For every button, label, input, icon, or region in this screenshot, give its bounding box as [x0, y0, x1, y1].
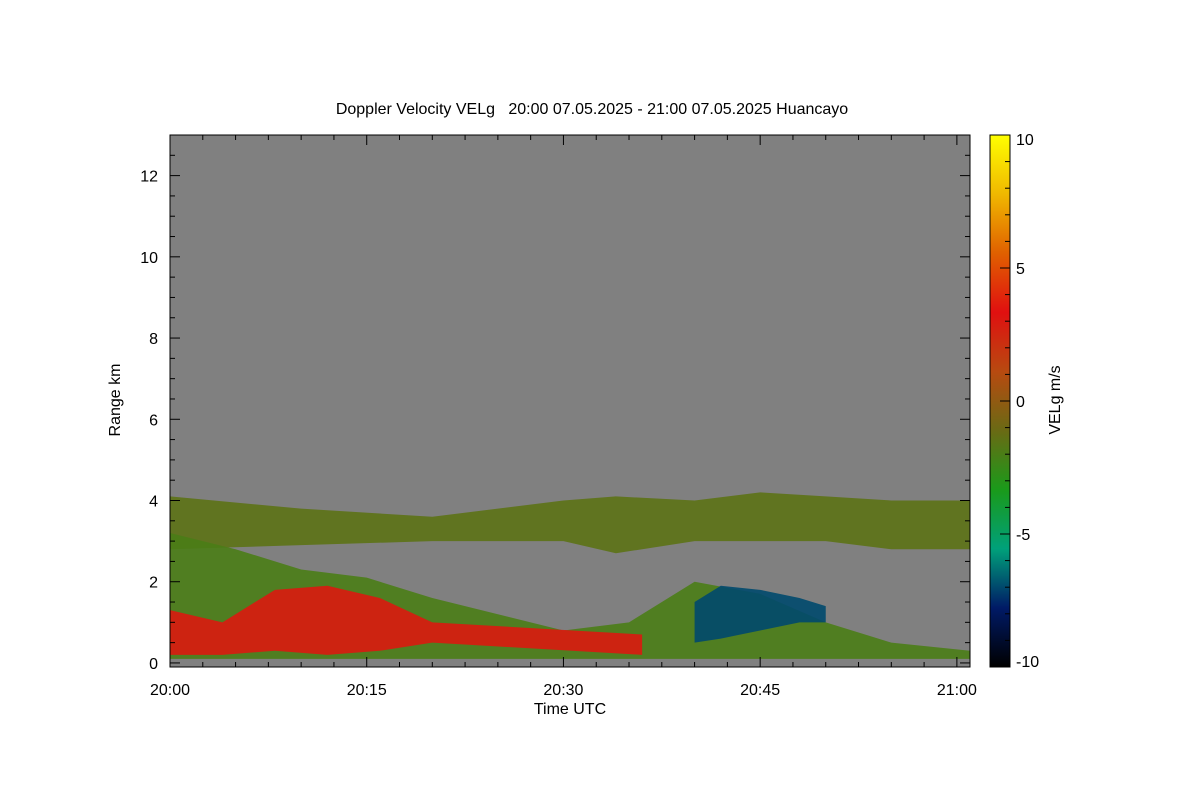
y-tick-label: 0: [149, 656, 158, 673]
x-tick-label: 20:00: [150, 682, 190, 699]
colorbar-tick-label: 10: [1016, 132, 1034, 149]
x-axis-label: Time UTC: [534, 701, 606, 718]
chart-title: Doppler Velocity VELg 20:00 07.05.2025 -…: [336, 101, 848, 118]
x-tick-label: 21:00: [937, 682, 977, 699]
y-tick-label: 4: [149, 493, 158, 510]
y-tick-label: 2: [149, 575, 158, 592]
colorbar-tick-label: 5: [1016, 261, 1025, 278]
y-tick-label: 8: [149, 331, 158, 348]
x-tick-label: 20:45: [740, 682, 780, 699]
layer-updraft: [170, 585, 643, 655]
y-tick-label: 6: [149, 412, 158, 429]
colorbar-tick-label: -5: [1016, 527, 1030, 544]
layer-downdraft: [694, 585, 826, 643]
y-axis: 0 2 4 6 8 10 12: [140, 134, 970, 673]
x-tick-label: 20:15: [347, 682, 387, 699]
y-axis-label: Range km: [107, 364, 124, 437]
colorbar-axis: 10 5 0 -5 -10: [1000, 132, 1039, 671]
y-tick-label: 12: [140, 169, 158, 186]
colorbar-tick-label: 0: [1016, 394, 1025, 411]
x-axis: 20:00 20:15 20:30 20:45 21:00: [150, 135, 977, 699]
x-tick-label: 20:30: [543, 682, 583, 699]
velocity-field: [170, 492, 970, 659]
layer-cloud-layer-top: [170, 492, 970, 554]
plot-frame: [169, 134, 971, 668]
colorbar-tick-label: -10: [1016, 654, 1039, 671]
colorbar-label: VELg m/s: [1047, 365, 1064, 434]
y-tick-label: 10: [140, 250, 158, 267]
